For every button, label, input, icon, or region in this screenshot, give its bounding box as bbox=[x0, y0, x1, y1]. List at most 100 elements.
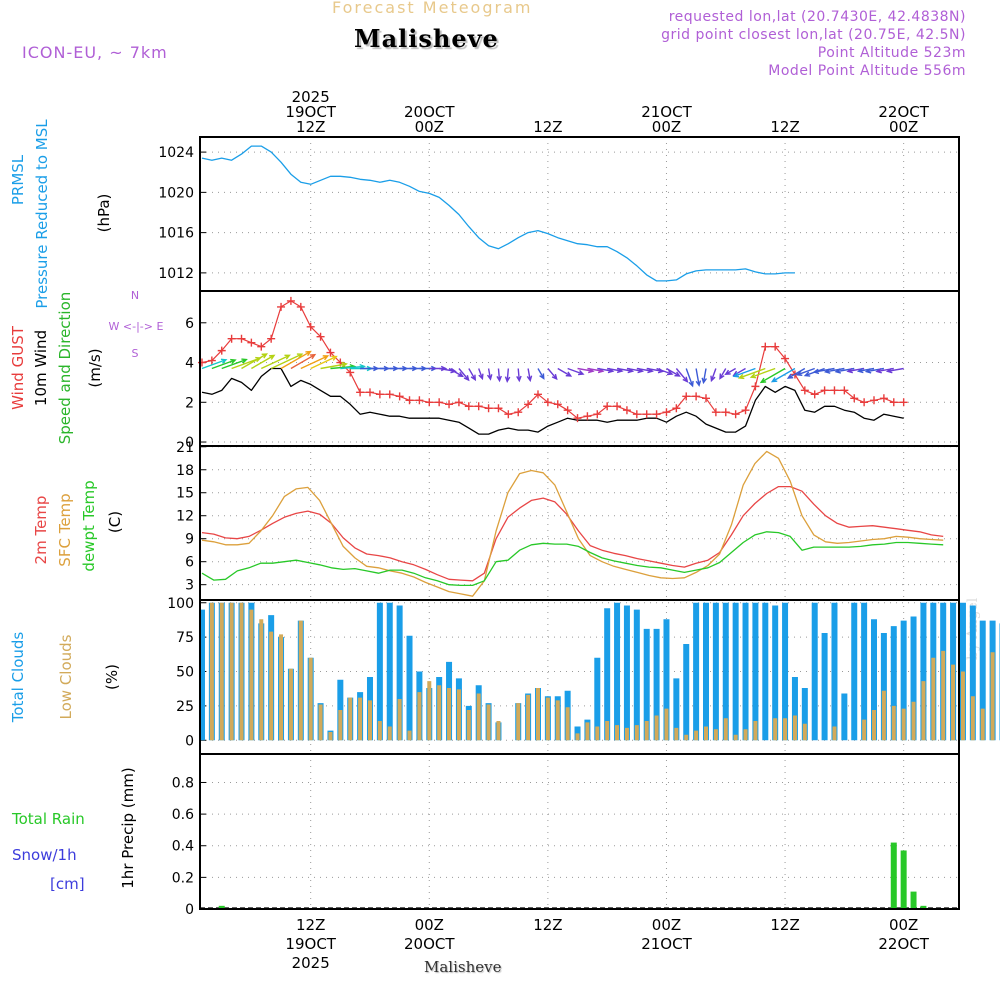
low-cloud-bar bbox=[555, 700, 560, 741]
total-cloud-bar bbox=[633, 609, 640, 741]
pressure-side-label-1: Pressure Reduced to MSL bbox=[33, 119, 51, 309]
wind-direction-arrow bbox=[280, 350, 312, 370]
ytick-label-wind-2: 4 bbox=[185, 356, 194, 372]
wind-direction-arrow bbox=[710, 368, 717, 383]
wind-direction-arrow bbox=[478, 368, 484, 381]
total-cloud-bar bbox=[406, 635, 413, 741]
total-cloud-bar bbox=[653, 628, 660, 741]
gust-marker bbox=[672, 404, 681, 413]
ytick-label-wind-3: 6 bbox=[185, 316, 194, 332]
total-cloud-bar bbox=[890, 626, 897, 741]
low-cloud-bar bbox=[931, 657, 936, 741]
ytick-label-pressure-3: 1024 bbox=[158, 145, 194, 161]
temp-side-label-2: dewpt Temp bbox=[80, 480, 98, 571]
low-cloud-bar bbox=[535, 688, 540, 741]
gust-marker bbox=[484, 404, 493, 413]
total-cloud-bar bbox=[772, 605, 779, 741]
wind-direction-arrow bbox=[290, 353, 317, 370]
top-time-label-1-1: 00Z bbox=[415, 118, 444, 136]
low-cloud-bar bbox=[259, 619, 264, 741]
total-cloud-bar bbox=[752, 602, 759, 741]
wind-direction-arrow bbox=[537, 368, 545, 380]
total-cloud-bar bbox=[831, 602, 838, 741]
ytick-label-precip-3: 0.6 bbox=[172, 807, 194, 823]
panel-frame-temperature bbox=[199, 445, 960, 601]
wind-direction-arrow bbox=[701, 368, 708, 385]
low-cloud-bar bbox=[832, 726, 837, 741]
low-cloud-bar bbox=[516, 703, 521, 741]
low-cloud-bar bbox=[249, 609, 254, 741]
gust-marker bbox=[593, 410, 602, 419]
ytick-label-temperature-5: 18 bbox=[176, 463, 194, 479]
wind-direction-arrow bbox=[737, 367, 766, 380]
low-cloud-bar bbox=[476, 693, 481, 741]
top-time-label-0-2: 12Z bbox=[296, 118, 325, 136]
wind-direction-arrow bbox=[496, 368, 502, 383]
gust-marker bbox=[840, 386, 849, 395]
low-cloud-bar bbox=[545, 697, 550, 741]
compass-north: N bbox=[131, 289, 139, 302]
low-cloud-bar bbox=[704, 726, 708, 741]
gust-marker bbox=[375, 390, 384, 399]
low-cloud-bar bbox=[308, 657, 313, 741]
ytick-label-pressure-2: 1020 bbox=[158, 185, 194, 201]
gust-marker bbox=[692, 392, 701, 401]
precip-side-label-2: [cm] bbox=[50, 875, 85, 893]
ytick-label-precip-2: 0.4 bbox=[172, 839, 194, 855]
gust-marker bbox=[405, 396, 414, 405]
wind-direction-arrow bbox=[468, 368, 477, 382]
gust-marker bbox=[583, 412, 592, 421]
low-cloud-bar bbox=[792, 715, 797, 741]
ytick-label-wind-0: 0 bbox=[185, 435, 194, 451]
total-cloud-bar bbox=[880, 633, 887, 741]
gust-marker bbox=[879, 394, 888, 403]
low-cloud-bar bbox=[773, 718, 778, 741]
low-cloud-bar bbox=[269, 631, 274, 741]
gust-marker bbox=[870, 396, 879, 405]
low-cloud-bar bbox=[624, 727, 629, 741]
top-time-label-0-1: 19OCT bbox=[285, 103, 336, 121]
total-cloud-bar bbox=[693, 602, 700, 741]
low-cloud-bar bbox=[605, 721, 610, 741]
ytick-label-clouds-0: 0 bbox=[185, 733, 194, 749]
total-cloud-bar bbox=[643, 628, 650, 741]
gust-marker bbox=[603, 402, 612, 411]
gust-marker bbox=[563, 406, 572, 415]
low-cloud-bar bbox=[486, 704, 491, 741]
wind-direction-arrow bbox=[504, 368, 511, 383]
total-cloud-bar bbox=[198, 609, 205, 741]
low-cloud-bar bbox=[595, 726, 600, 741]
low-cloud-bar bbox=[209, 602, 214, 741]
low-cloud-bar bbox=[960, 671, 965, 741]
gust-marker bbox=[533, 390, 542, 399]
total-cloud-bar bbox=[623, 605, 630, 741]
low-cloud-bar bbox=[990, 652, 995, 741]
low-cloud-bar bbox=[219, 602, 224, 741]
low-cloud-bar bbox=[753, 721, 758, 741]
ytick-label-pressure-0: 1012 bbox=[158, 266, 194, 282]
clouds-side-label-0: Total Clouds bbox=[9, 632, 27, 724]
gust-marker bbox=[464, 402, 473, 411]
gust-marker bbox=[385, 390, 394, 399]
gust-marker bbox=[454, 398, 463, 407]
total-cloud-bar bbox=[386, 602, 393, 741]
ytick-label-clouds-4: 100 bbox=[167, 596, 194, 612]
gust-marker bbox=[662, 408, 671, 417]
gust-marker bbox=[820, 386, 829, 395]
total-cloud-bar bbox=[920, 602, 927, 741]
gust-marker bbox=[731, 410, 740, 419]
gust-marker bbox=[316, 332, 325, 341]
low-cloud-bar bbox=[358, 697, 363, 741]
wind-direction-arrow bbox=[823, 367, 845, 374]
wind-gust-line bbox=[201, 300, 904, 419]
low-cloud-bar bbox=[407, 730, 412, 741]
wind-direction-arrow bbox=[547, 368, 558, 381]
gust-marker bbox=[889, 398, 898, 407]
total-cloud-bar bbox=[910, 616, 917, 741]
low-cloud-bar bbox=[585, 722, 590, 741]
low-cloud-bar bbox=[891, 705, 896, 741]
rain-bar bbox=[900, 850, 907, 909]
gust-marker bbox=[850, 394, 859, 403]
temp-side-label-1: SFC Temp bbox=[56, 493, 74, 566]
